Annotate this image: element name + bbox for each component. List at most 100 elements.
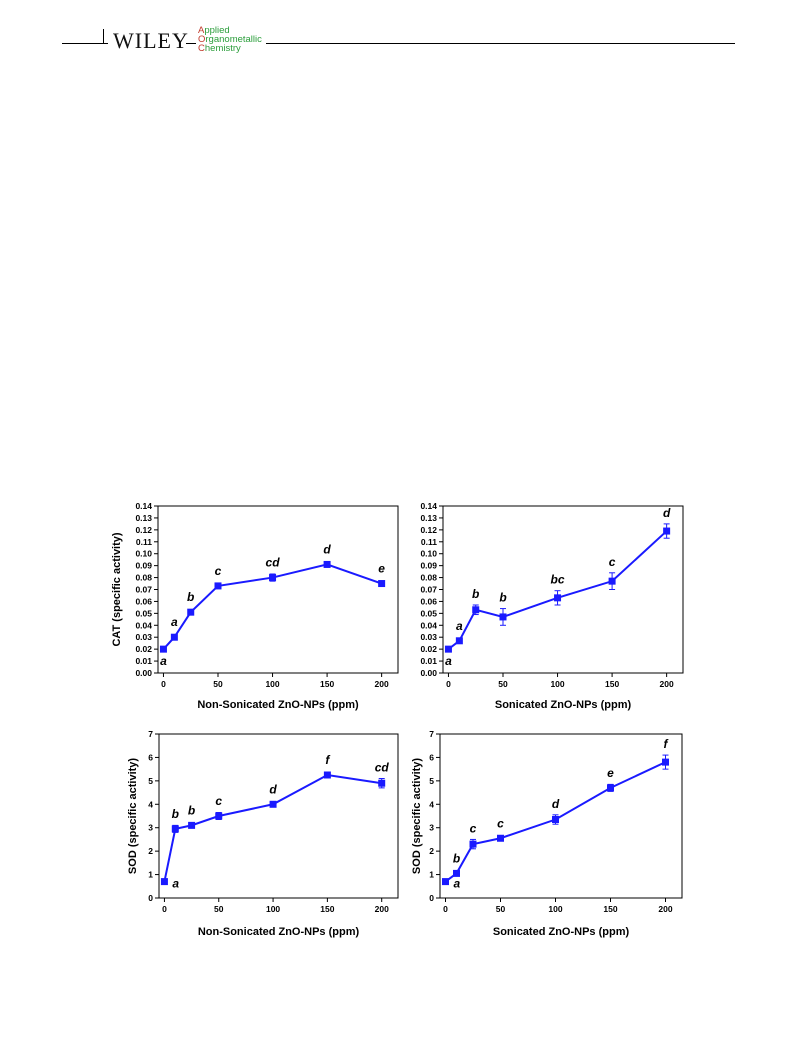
significance-letter: cd: [375, 761, 390, 775]
data-point-marker: [187, 608, 195, 616]
y-tick-label: 3: [429, 823, 434, 833]
x-tick-label: 100: [266, 904, 280, 914]
y-tick-label: 0.01: [135, 656, 152, 666]
significance-letter: a: [160, 654, 167, 668]
journal-line-1-initial: A: [198, 25, 205, 36]
significance-letter: b: [187, 590, 194, 604]
significance-letter: d: [323, 542, 331, 556]
y-tick-label: 1: [148, 870, 153, 880]
x-tick-label: 200: [375, 904, 389, 914]
data-point-marker: [499, 613, 507, 621]
significance-letter: a: [454, 877, 461, 891]
data-point-marker: [552, 816, 559, 824]
y-tick-label: 4: [148, 799, 153, 809]
plot-frame: [439, 733, 683, 899]
y-axis-label: CAT (specific activity): [111, 532, 123, 646]
journal-line-3: Chemistry: [198, 43, 262, 54]
y-tick-label: 0.09: [135, 561, 152, 571]
significance-letter: f: [325, 753, 330, 767]
y-tick-label: 0.03: [420, 632, 437, 642]
x-tick-label: 100: [548, 904, 562, 914]
data-point-marker: [662, 758, 669, 766]
journal-line-1-rest: pplied: [204, 25, 230, 36]
journal-line-3-initial: C: [198, 43, 205, 54]
significance-letter: a: [171, 615, 178, 629]
x-tick-label: 0: [446, 679, 451, 689]
significance-letter: d: [552, 797, 560, 811]
y-tick-label: 4: [429, 799, 434, 809]
header-rule: [266, 43, 735, 44]
x-tick-label: 50: [213, 679, 223, 689]
significance-letter: b: [453, 851, 460, 865]
x-axis-label: Non-Sonicated ZnO-NPs (ppm): [197, 699, 359, 711]
sod-sonicated-chart: 0 1 2 3 4 5 6 7 0 50 100 150 200 Sonicated ZnO-NPs (p…: [408, 722, 694, 940]
data-point-marker: [472, 606, 480, 614]
chart-svg: 0 1 2 3 4 5 6 7 0 50 100 150 200 Sonicated ZnO-NPs (p…: [411, 729, 683, 938]
page-header: WILEY Applied Organometallic Chemistry: [0, 0, 793, 60]
y-tick-label: 0.11: [421, 537, 437, 547]
publisher-logo: WILEY: [113, 28, 189, 53]
header-rule-tick: [103, 29, 104, 44]
y-tick-label: 0.14: [420, 501, 437, 511]
significance-letter: c: [215, 794, 222, 808]
y-tick-label: 0.00: [420, 668, 437, 678]
y-tick-label: 0.12: [420, 525, 437, 535]
y-tick-label: 0.13: [135, 513, 152, 523]
x-axis-label: Sonicated ZnO-NPs (ppm): [495, 699, 632, 711]
chart-svg: 0 1 2 3 4 5 6 7 0 50 100 150 200 Non-Sonicated ZnO-NP…: [127, 729, 399, 938]
sod-nonsonicated-chart: 0 1 2 3 4 5 6 7 0 50 100 150 200 Non-Sonicated ZnO-NP…: [124, 722, 408, 940]
y-tick-label: 0.10: [135, 549, 152, 559]
data-point-marker: [214, 582, 222, 590]
x-tick-label: 150: [320, 679, 334, 689]
header-rule: [62, 43, 108, 44]
y-tick-label: 7: [429, 729, 434, 739]
chart-svg: 0.00 0.01 0.02 0.03 0.04 0.05 0.060.07 0.08 0.09…: [111, 501, 399, 711]
y-tick-label: 0.05: [420, 608, 437, 618]
x-tick-label: 0: [161, 679, 166, 689]
data-point-marker: [215, 812, 223, 820]
data-point-marker: [607, 784, 614, 792]
significance-letter: c: [497, 816, 504, 830]
significance-letter: c: [470, 821, 477, 835]
y-tick-label: 0.10: [420, 549, 437, 559]
y-tick-label: 0.06: [135, 596, 152, 606]
x-tick-label: 150: [320, 904, 334, 914]
data-point-marker: [160, 878, 168, 886]
significance-letter: cd: [266, 556, 281, 570]
data-point-marker: [497, 834, 504, 842]
y-tick-label: 0.00: [135, 668, 152, 678]
x-tick-label: 150: [605, 679, 619, 689]
data-point-marker: [269, 574, 277, 582]
data-point-marker: [378, 779, 386, 787]
journal-line-2: Organometallic: [198, 34, 262, 45]
data-point-marker: [663, 527, 671, 535]
y-tick-label: 1: [429, 870, 434, 880]
significance-letter: d: [269, 782, 277, 796]
y-tick-label: 3: [148, 823, 153, 833]
journal-line-2-rest: rganometallic: [205, 34, 262, 45]
data-point-marker: [188, 821, 196, 829]
journal-line-2-initial: O: [198, 34, 206, 45]
x-tick-label: 100: [550, 679, 564, 689]
significance-letter: bc: [551, 573, 565, 587]
y-tick-label: 6: [148, 752, 153, 762]
y-axis-label: SOD (specific activity): [411, 758, 423, 874]
x-tick-label: 0: [443, 904, 448, 914]
y-axis-label: SOD (specific activity): [127, 758, 139, 874]
y-tick-label: 0.02: [420, 644, 437, 654]
x-tick-label: 100: [265, 679, 279, 689]
data-point-marker: [171, 825, 179, 833]
x-tick-label: 150: [603, 904, 617, 914]
data-point-marker: [453, 869, 460, 877]
data-point-marker: [554, 594, 562, 602]
y-tick-label: 2: [148, 846, 153, 856]
significance-letter: c: [215, 564, 222, 578]
significance-letter: b: [472, 587, 479, 601]
significance-letter: b: [172, 807, 179, 821]
data-point-marker: [269, 800, 277, 808]
data-point-marker: [323, 771, 331, 779]
x-axis-label: Non-Sonicated ZnO-NPs (ppm): [198, 926, 360, 938]
significance-letter: a: [172, 877, 179, 891]
y-tick-label: 0.01: [420, 656, 437, 666]
y-tick-label: 0.02: [135, 644, 152, 654]
